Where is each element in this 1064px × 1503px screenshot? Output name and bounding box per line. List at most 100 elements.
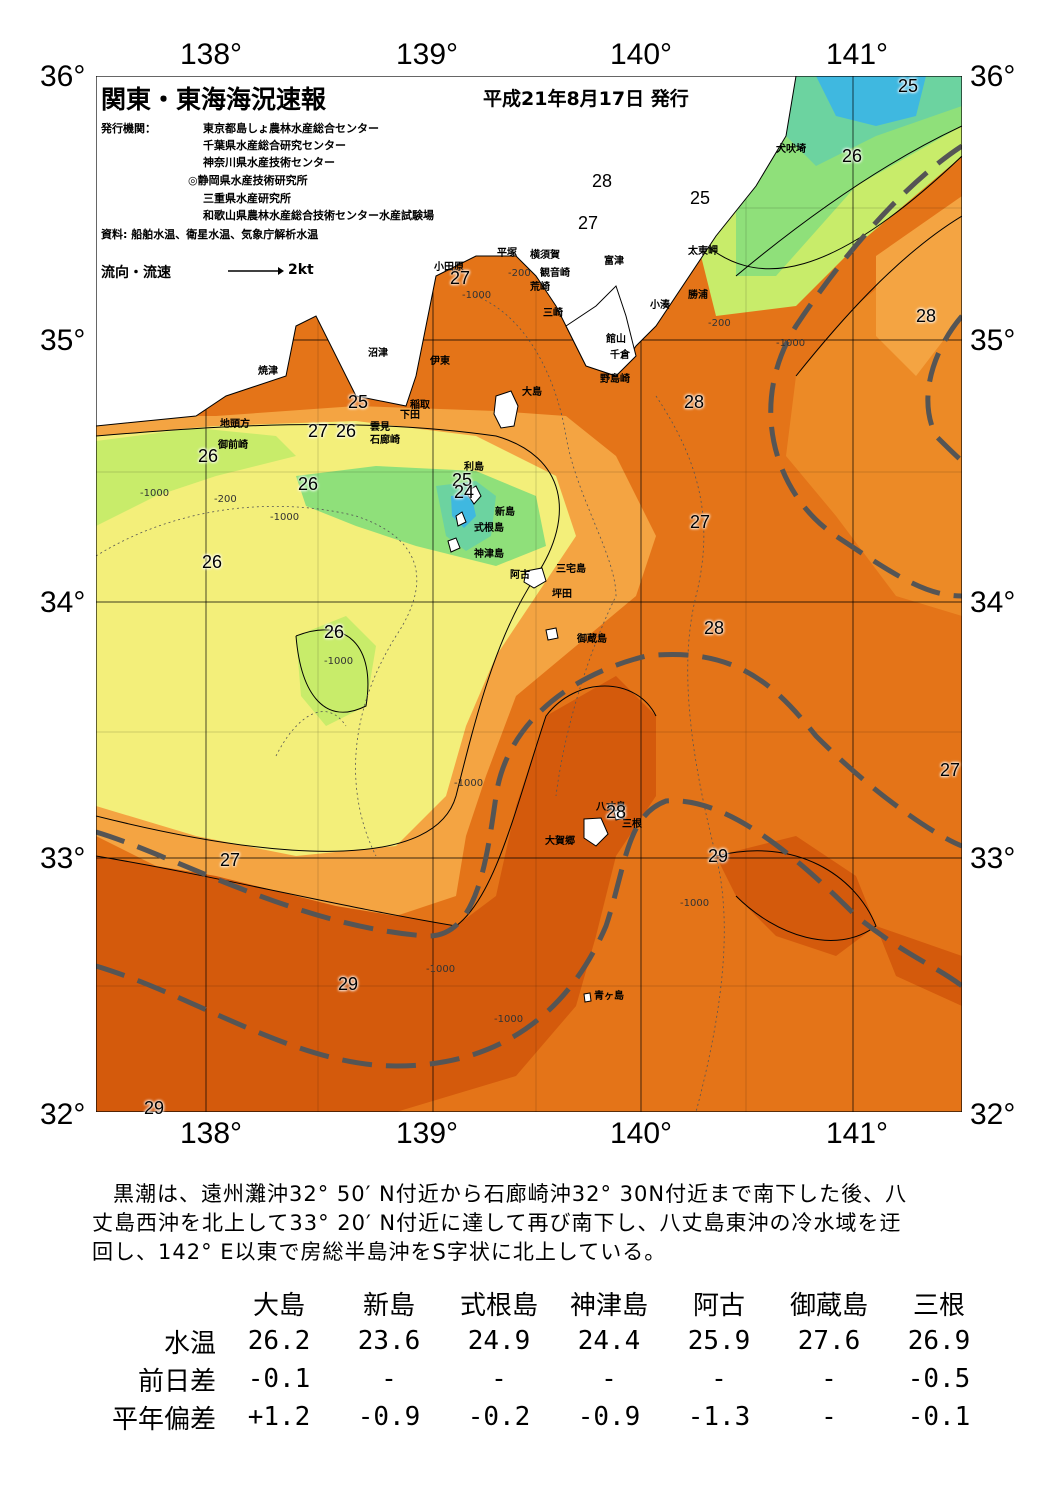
- place-okago: 大賀郷: [545, 836, 575, 847]
- place-kominato: 小湊: [650, 300, 670, 311]
- place-kannonzaki: 観音崎: [540, 268, 570, 279]
- lat-label-35-right: 35°: [970, 324, 1016, 357]
- table-cell: -1.3: [687, 1402, 751, 1432]
- lon-label-138-top: 138°: [180, 38, 243, 71]
- iso-24-izu: 24: [454, 482, 475, 502]
- row-label: 水温: [163, 1328, 216, 1359]
- publisher-1: 千葉県水産総合研究センター: [203, 139, 346, 152]
- iso-27-sagami: 27: [450, 268, 471, 288]
- land-mass: [96, 76, 797, 427]
- iso-26-west: 26: [298, 474, 319, 494]
- lat-label-32-right: 32°: [970, 1098, 1016, 1131]
- place-shikinejima: 式根島: [474, 523, 504, 534]
- place-niijima: 新島: [495, 507, 515, 518]
- row-label: 平年偏差: [111, 1404, 216, 1435]
- iso-25-suruga: 25: [348, 392, 369, 412]
- place-numazu: 沼津: [368, 348, 388, 359]
- iso-29-sw: 29: [144, 1098, 165, 1118]
- table-cell: -: [601, 1364, 617, 1394]
- lon-label-141-bottom: 141°: [826, 1117, 889, 1150]
- lat-label-36-right: 36°: [970, 60, 1016, 93]
- place-oshima: 大島: [522, 387, 542, 398]
- issue-date: 平成21年8月17日 発行: [483, 88, 689, 110]
- sea-27-east-region: [876, 196, 962, 376]
- place-katsuura: 勝浦: [688, 290, 708, 301]
- bathy-1000-westb: -1000: [270, 512, 300, 523]
- table-cell: 27.6: [797, 1326, 861, 1356]
- current-legend-scale: 2kt: [288, 262, 314, 278]
- iso-29-hachijo-east: 29: [708, 846, 729, 866]
- table-row: 水温 26.2 23.6 24.9 24.4 25.9 27.6 26.9: [92, 1322, 994, 1360]
- publisher-4: 三重県水産研究所: [203, 192, 291, 205]
- bathy-1000-sw: -1000: [494, 1014, 524, 1025]
- current-legend-label: 流向・流速: [101, 265, 171, 281]
- iso-29-south: 29: [338, 974, 359, 994]
- publisher-3: ◎静岡県水産技術研究所: [188, 174, 308, 187]
- lon-label-140-bottom: 140°: [610, 1117, 673, 1150]
- publisher-2: 神奈川県水産技術センター: [203, 156, 335, 169]
- table-cell: -0.1: [907, 1402, 971, 1432]
- bathy-1000-boso: -1000: [776, 338, 806, 349]
- table-cell: -: [821, 1364, 837, 1394]
- iso-28-nojima: 28: [684, 392, 705, 412]
- lon-label-140-top: 140°: [610, 38, 673, 71]
- iso-26-suruga: 26: [336, 421, 357, 441]
- lat-label-35-left: 35°: [40, 324, 86, 357]
- lon-label-139-top: 139°: [396, 38, 459, 71]
- table-cell: 25.9: [687, 1326, 751, 1356]
- lon-label-138-bottom: 138°: [180, 1117, 243, 1150]
- col-shikinejima: 式根島: [459, 1290, 538, 1321]
- place-toshima: 利島: [464, 462, 484, 473]
- place-misaki: 三崎: [543, 308, 563, 319]
- data-source: 資料: 船舶水温、衛星水温、気象庁解析水温: [101, 228, 319, 241]
- place-shimoda: 下田: [400, 410, 420, 421]
- sea-26b-region: [96, 428, 296, 526]
- bathy-200-boso: -200: [708, 318, 731, 329]
- publisher-label: 発行機関：: [101, 122, 156, 135]
- place-hiratsuka: 平塚: [497, 248, 517, 259]
- iso-25-izu: 25: [452, 470, 473, 490]
- lon-label-139-bottom: 139°: [396, 1117, 459, 1150]
- place-nojimazaki: 野島崎: [600, 374, 630, 385]
- lat-label-33-right: 33°: [970, 842, 1016, 875]
- col-ako: 阿古: [692, 1290, 745, 1321]
- col-mikurajima: 御蔵島: [789, 1290, 868, 1321]
- table-row: 平年偏差 +1.2 -0.9 -0.2 -0.9 -1.3 - -0.1: [92, 1398, 994, 1436]
- place-odawara: 小田原: [434, 262, 464, 273]
- table-cell: -: [491, 1364, 507, 1394]
- table-cell: 23.6: [357, 1326, 421, 1356]
- place-mitsune: 三根: [622, 819, 642, 830]
- iso-28-east: 28: [916, 306, 937, 326]
- iso-28-mikura: 28: [704, 618, 725, 638]
- place-chikura: 千倉: [610, 350, 630, 361]
- iso-26-enshu: 26: [202, 552, 223, 572]
- table-cell: 24.9: [467, 1326, 531, 1356]
- place-yokosuka: 横須賀: [530, 250, 560, 261]
- iso-25-ne: 25: [898, 76, 919, 96]
- row-label: 前日差: [137, 1366, 216, 1397]
- bathy-1000-south: -1000: [324, 656, 354, 667]
- table-cell: -0.5: [907, 1364, 971, 1394]
- publisher-0: 東京都島しょ農林水産総合センター: [203, 122, 379, 135]
- table-cell: 26.2: [247, 1326, 311, 1356]
- table-cell: 26.9: [907, 1326, 971, 1356]
- lat-label-33-left: 33°: [40, 842, 86, 875]
- place-tateyama: 館山: [606, 334, 626, 345]
- place-taito: 太東岬: [688, 246, 718, 257]
- sea-temperature-map: [96, 76, 962, 1112]
- place-mikurajima: 御蔵島: [577, 634, 607, 645]
- place-kumomi: 雲見: [370, 422, 390, 433]
- iso-26-south: 26: [324, 622, 345, 642]
- place-miyakejima: 三宅島: [556, 564, 586, 575]
- place-omaezaki: 御前崎: [218, 440, 248, 451]
- place-irozaki: 石廊崎: [370, 435, 400, 446]
- table-cell: 24.4: [577, 1326, 641, 1356]
- bathymetry-lines: [96, 295, 725, 1112]
- place-ito: 伊東: [430, 356, 450, 367]
- map-title: 関東・東海海況速報: [101, 85, 327, 114]
- bathy-200-sagami: -200: [508, 268, 531, 279]
- table-cell: +1.2: [247, 1402, 311, 1432]
- place-hachijojima: 八丈島: [596, 802, 626, 813]
- bathy-1000-west: -1000: [140, 488, 170, 499]
- iso-26-ne: 26: [842, 146, 863, 166]
